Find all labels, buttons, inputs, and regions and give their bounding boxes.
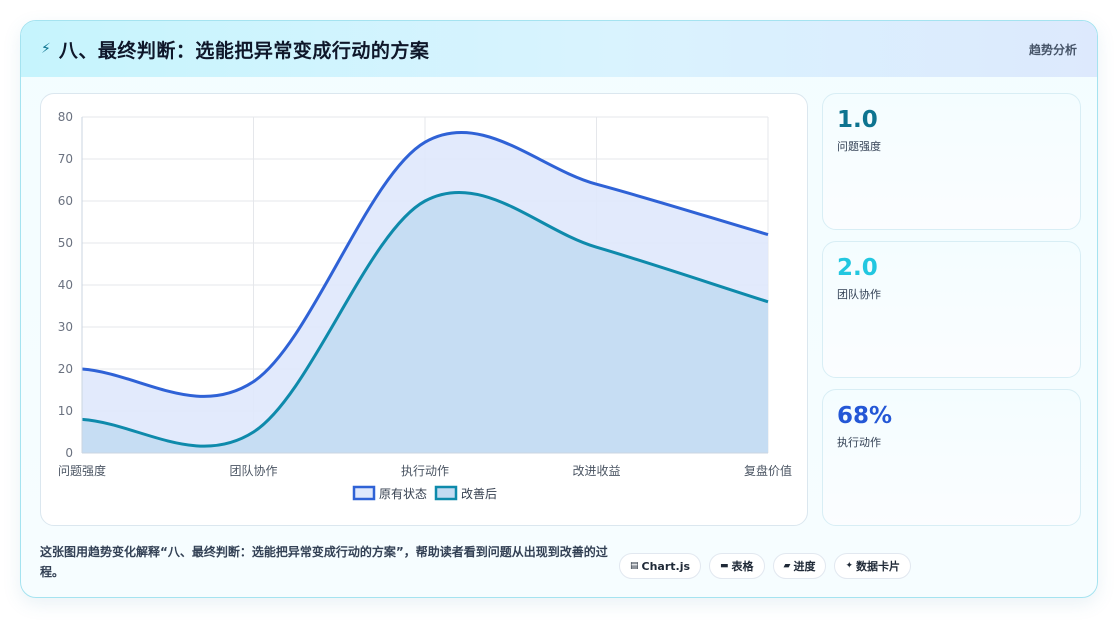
stat-card-team-collaboration: 2.0 团队协作 — [822, 241, 1081, 378]
chart-description: 这张图用趋势变化解释“八、最终判断：选能把异常变成行动的方案”，帮助读者看到问题… — [40, 545, 608, 579]
legend-swatch — [434, 485, 458, 501]
series-line-1 — [81, 190, 769, 448]
progress-icon: ▰ — [783, 561, 791, 571]
y-tick-label: 10 — [58, 404, 73, 418]
x-tick-label: 复盘价值 — [744, 463, 792, 478]
x-tick-label: 执行动作 — [401, 464, 449, 478]
y-tick-label: 40 — [58, 278, 73, 292]
area-chart: 0 10 20 30 40 50 60 70 80 问题强度 团队协作 执行动作 改进收益 复盘价值原有状… — [58, 110, 792, 501]
pill-table[interactable]: ▬ 表格 — [709, 553, 765, 579]
sparkle-icon: ✦ — [845, 561, 854, 571]
stat-label: 问题强度 — [837, 140, 881, 153]
pill-label: 进度 — [793, 560, 816, 573]
series-line-0 — [81, 130, 769, 398]
chart-card: ⚡ 八、最终判断：选能把异常变成行动的方案 趋势分析 0 10 20 30 40 50 60… — [20, 20, 1098, 598]
table-icon: ▬ — [720, 561, 729, 571]
legend-swatch — [352, 485, 376, 501]
y-tick-label: 70 — [58, 152, 73, 166]
stat-value: 2.0 — [837, 255, 878, 281]
pill-data-card[interactable]: ✦ 数据卡片 — [834, 553, 912, 579]
x-tick-label: 问题强度 — [58, 463, 106, 478]
stat-value: 1.0 — [837, 107, 878, 133]
legend-label: 改善后 — [461, 486, 497, 501]
pill-label: 表格 — [731, 560, 754, 573]
stat-value: 68% — [837, 403, 893, 429]
y-tick-label: 80 — [58, 110, 73, 124]
y-tick-label: 20 — [58, 362, 73, 376]
pill-label: 数据卡片 — [856, 560, 901, 573]
chart-icon: ▤ — [630, 561, 639, 571]
stat-label: 执行动作 — [837, 436, 881, 449]
stat-label: 团队协作 — [837, 288, 881, 301]
y-tick-label: 0 — [65, 446, 73, 460]
card-title: 八、最终判断：选能把异常变成行动的方案 — [58, 39, 430, 62]
pill-progress[interactable]: ▰ 进度 — [772, 553, 827, 579]
pill-label: Chart.js — [641, 559, 691, 573]
series-area-1 — [82, 192, 768, 454]
x-tick-label: 团队协作 — [229, 463, 277, 478]
stat-card-problem-intensity: 1.0 问题强度 — [822, 93, 1081, 230]
sparkle-icon: ⚡ — [41, 41, 51, 57]
stat-card-execution: 68% 执行动作 — [822, 389, 1081, 526]
chart-panel: 0 10 20 30 40 50 60 70 80 问题强度 团队协作 执行动作 改进收益 复盘价值原有状… — [40, 93, 808, 526]
pill-chartjs[interactable]: ▤ Chart.js — [619, 553, 702, 579]
x-tick-label: 改进收益 — [572, 464, 620, 478]
y-tick-label: 30 — [58, 320, 73, 334]
trend-analysis-tag: 趋势分析 — [1028, 42, 1077, 57]
card-header: ⚡ 八、最终判断：选能把异常变成行动的方案 趋势分析 — [21, 21, 1097, 77]
y-tick-label: 50 — [58, 236, 73, 250]
y-tick-label: 60 — [58, 194, 73, 208]
feature-pills: ▤ Chart.js ▬ 表格 ▰ 进度 ✦ 数据卡片 — [619, 553, 912, 579]
legend-label: 原有状态 — [379, 487, 427, 501]
